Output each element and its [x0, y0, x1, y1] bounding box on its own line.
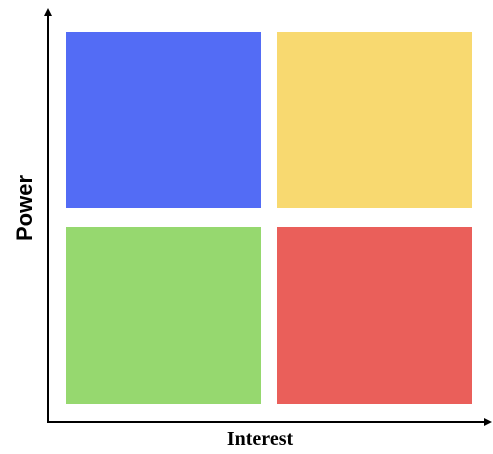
x-axis-label: Interest — [226, 428, 294, 450]
quadrant-bottom-right — [277, 227, 472, 404]
y-axis-label: Power — [12, 174, 37, 242]
quadrant-bottom-left — [66, 227, 261, 404]
quadrant-top-left — [66, 32, 261, 208]
y-axis-arrow-icon — [44, 8, 52, 16]
x-axis-arrow-icon — [484, 418, 492, 426]
quadrant-top-right — [277, 32, 472, 208]
